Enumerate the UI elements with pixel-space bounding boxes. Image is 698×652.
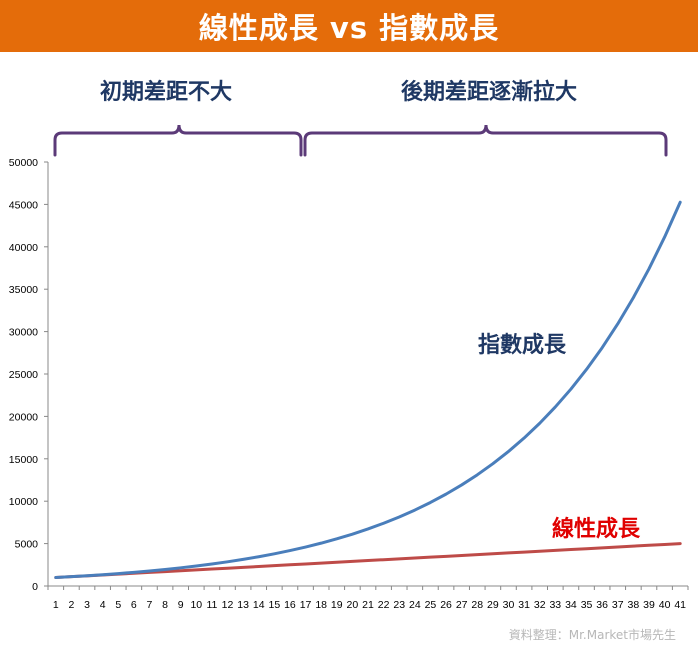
y-tick-label: 10000: [9, 496, 38, 508]
x-tick-label: 36: [596, 599, 608, 611]
x-axis-ticks: 1 2 3 4 5 6 7 8 9 10 11 12 13 14 15 16 17 18 19 20 21 22 23 24 2…: [47, 586, 689, 611]
y-tick-label: 35000: [9, 284, 38, 296]
x-tick-label: 25: [425, 599, 437, 611]
linear-series-line: [54, 542, 682, 580]
x-tick-label: 2: [68, 599, 74, 611]
x-tick-label: 30: [503, 599, 515, 611]
y-tick-label: 45000: [9, 199, 38, 211]
x-tick-label: 16: [284, 599, 296, 611]
y-tick-label: 30000: [9, 327, 38, 339]
x-tick-label: 26: [440, 599, 452, 611]
x-tick-label: 24: [409, 599, 421, 611]
x-tick-label: 20: [347, 599, 359, 611]
x-tick-label: 32: [534, 599, 546, 611]
y-tick-label: 40000: [9, 242, 38, 254]
x-tick-label: 10: [190, 599, 202, 611]
y-tick-label: 15000: [9, 454, 38, 466]
y-tick-label: 25000: [9, 369, 38, 381]
x-tick-label: 12: [222, 599, 234, 611]
late-phase-bracket: [303, 124, 668, 157]
x-tick-label: 28: [471, 599, 483, 611]
early-phase-label: 初期差距不大: [100, 79, 232, 105]
x-tick-label: 34: [565, 599, 577, 611]
x-tick-label: 37: [612, 599, 624, 611]
x-tick-label: 21: [362, 599, 374, 611]
x-tick-label: 29: [487, 599, 499, 611]
y-tick-label: 50000: [9, 157, 38, 169]
x-tick-label: 8: [162, 599, 168, 611]
y-tick-label: 0: [32, 581, 38, 593]
x-tick-label: 35: [581, 599, 593, 611]
x-tick-label: 22: [378, 599, 390, 611]
source-note: 資料整理：Mr.Market市場先生: [508, 628, 676, 642]
x-tick-label: 17: [300, 599, 312, 611]
x-tick-label: 27: [456, 599, 468, 611]
x-tick-label: 31: [518, 599, 530, 611]
x-tick-label: 41: [674, 599, 686, 611]
x-tick-label: 38: [628, 599, 640, 611]
series-lines: [54, 200, 682, 580]
late-phase-label: 後期差距逐漸拉大: [401, 79, 577, 105]
x-tick-label: 13: [237, 599, 249, 611]
x-tick-label: 5: [115, 599, 121, 611]
x-tick-label: 23: [393, 599, 405, 611]
exponential-series-line: [54, 200, 682, 580]
x-tick-label: 33: [549, 599, 561, 611]
x-tick-label: 9: [178, 599, 184, 611]
x-tick-label: 7: [147, 599, 153, 611]
chart-title-banner: 線性成長 vs 指數成長: [0, 0, 698, 52]
x-tick-label: 39: [643, 599, 655, 611]
early-phase-bracket: [53, 124, 303, 157]
y-tick-label: 20000: [9, 411, 38, 423]
x-tick-label: 18: [315, 599, 327, 611]
y-tick-label: 5000: [15, 539, 39, 551]
x-tick-label: 40: [659, 599, 671, 611]
x-tick-label: 15: [268, 599, 280, 611]
x-tick-label: 4: [100, 599, 106, 611]
x-tick-label: 14: [253, 599, 265, 611]
linear-series-label: 線性成長: [552, 516, 641, 542]
y-axis-ticks: 0 5000 10000 15000 20000 25000 30000 35000 40000…: [9, 157, 48, 593]
chart-title: 線性成長 vs 指數成長: [198, 11, 500, 45]
x-tick-label: 1: [53, 599, 59, 611]
exponential-series-label: 指數成長: [478, 333, 567, 358]
x-tick-label: 3: [84, 599, 90, 611]
x-tick-label: 19: [331, 599, 343, 611]
x-tick-label: 6: [131, 599, 137, 611]
x-tick-label: 11: [206, 599, 217, 611]
